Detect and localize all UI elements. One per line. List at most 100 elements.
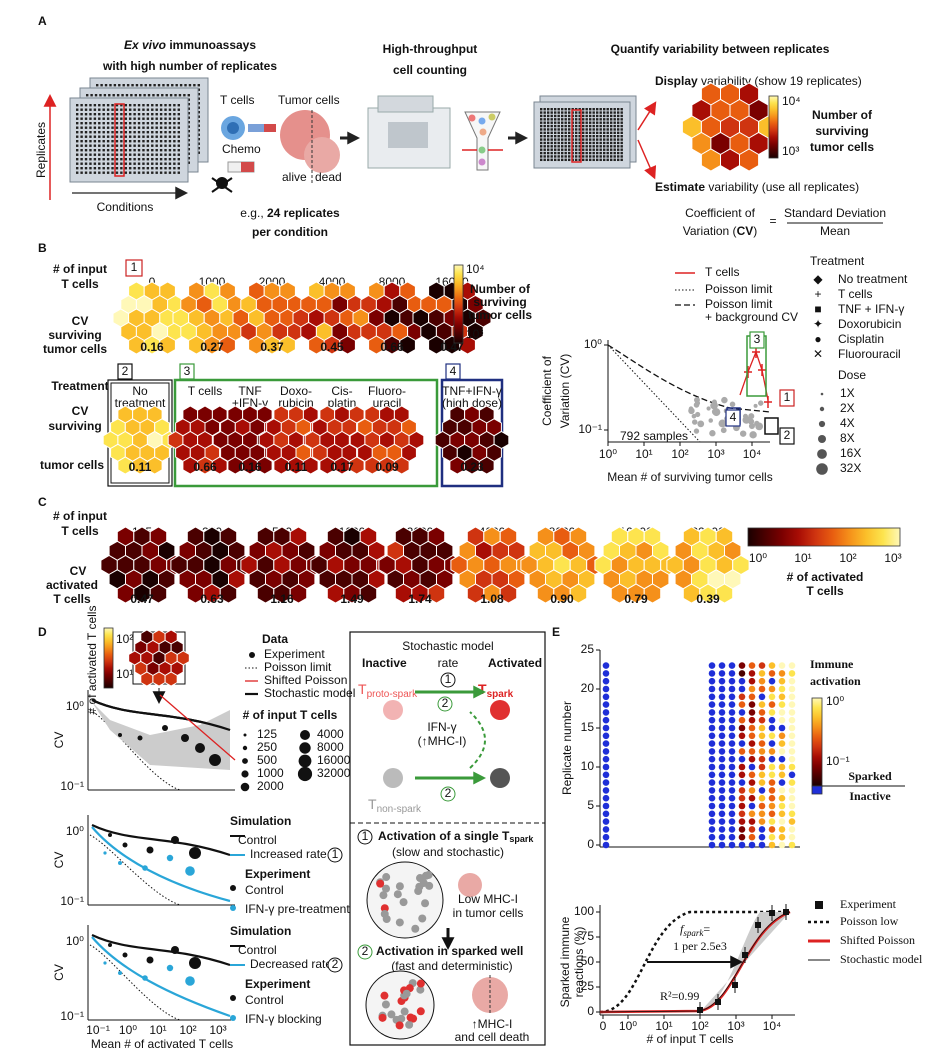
replicate-dot (728, 740, 736, 747)
hexagon (478, 456, 495, 475)
replicate-dot (758, 826, 766, 833)
well (613, 155, 616, 158)
cv-value: 1.08 (480, 592, 504, 606)
well (111, 162, 114, 165)
hexagon (146, 456, 163, 475)
well (155, 135, 158, 138)
well (98, 131, 101, 134)
well (151, 158, 154, 161)
legend-marker (230, 995, 236, 1001)
label: Tproto-spark (358, 681, 418, 700)
label: tumor cells (43, 342, 107, 356)
well (93, 122, 97, 125)
well (540, 151, 543, 155)
legend-label: Poisson low (840, 914, 899, 928)
replicate-dot (768, 794, 776, 802)
well (151, 104, 154, 107)
legend-marker: ✦ (813, 317, 823, 331)
well (84, 108, 88, 111)
box (779, 427, 795, 445)
label: 10⁰ (826, 694, 844, 708)
text-part: T (358, 681, 367, 697)
replicate-dot (708, 701, 716, 708)
well (585, 148, 588, 151)
replicate-dot (708, 755, 716, 763)
replicate-dot (758, 833, 766, 841)
well (115, 140, 119, 143)
well (84, 162, 88, 165)
hexagon (499, 583, 518, 604)
replicate-dot (738, 677, 746, 685)
well (129, 126, 132, 129)
replicate-dot (718, 740, 726, 747)
well (550, 108, 553, 111)
curve (607, 344, 771, 413)
well (142, 171, 145, 174)
well (620, 148, 623, 151)
replicate-dot (738, 748, 746, 755)
label: 2 (442, 696, 449, 710)
well (89, 108, 92, 111)
label: Simulation (230, 924, 291, 938)
label: activation (810, 674, 861, 688)
well (620, 121, 623, 124)
well (188, 84, 192, 87)
well (142, 117, 145, 120)
well (80, 122, 83, 125)
step-circle (440, 672, 456, 688)
replicate-dot (718, 779, 726, 786)
x-tick-label: 10³ (727, 1019, 744, 1033)
cell (380, 904, 389, 913)
cell (405, 1020, 414, 1029)
sample-dot (758, 400, 764, 406)
well (146, 113, 150, 116)
well (620, 114, 623, 118)
well (120, 167, 123, 170)
well (80, 104, 83, 107)
data-dot (142, 865, 148, 871)
well (84, 144, 88, 147)
well (561, 118, 564, 121)
label: 10⁰ (66, 934, 84, 948)
well (76, 167, 79, 170)
replicate-dot (718, 724, 726, 732)
well (543, 108, 546, 111)
hexagon (279, 335, 296, 355)
well (157, 84, 161, 87)
well (540, 131, 543, 135)
label: fspark= (680, 922, 710, 938)
well (173, 162, 176, 165)
well (610, 158, 613, 162)
well (564, 151, 567, 155)
replicate-dot (778, 662, 786, 669)
label: Stochastic model (264, 686, 355, 700)
well (599, 121, 602, 124)
well (151, 171, 154, 174)
well (554, 145, 557, 148)
well (599, 118, 602, 121)
y-tick-label: 75 (581, 929, 595, 943)
well (585, 108, 588, 111)
well (129, 108, 132, 111)
well (197, 115, 200, 118)
label: TNF+IFN-γ (442, 384, 502, 398)
well (547, 145, 550, 148)
well (575, 148, 578, 151)
well (98, 144, 101, 147)
curve (599, 910, 790, 1014)
y-tick-label: 25 (581, 642, 595, 656)
sample-dot (693, 402, 699, 408)
well (120, 104, 123, 107)
replicate-dot (738, 810, 746, 818)
well (133, 171, 136, 174)
well (547, 131, 550, 135)
panel-label: B (38, 241, 47, 255)
well (564, 111, 567, 114)
label: 10¹ (794, 551, 811, 565)
well (89, 104, 92, 107)
well (599, 114, 602, 118)
well (103, 94, 107, 97)
well (589, 128, 592, 131)
well (133, 144, 136, 147)
well (585, 135, 588, 138)
